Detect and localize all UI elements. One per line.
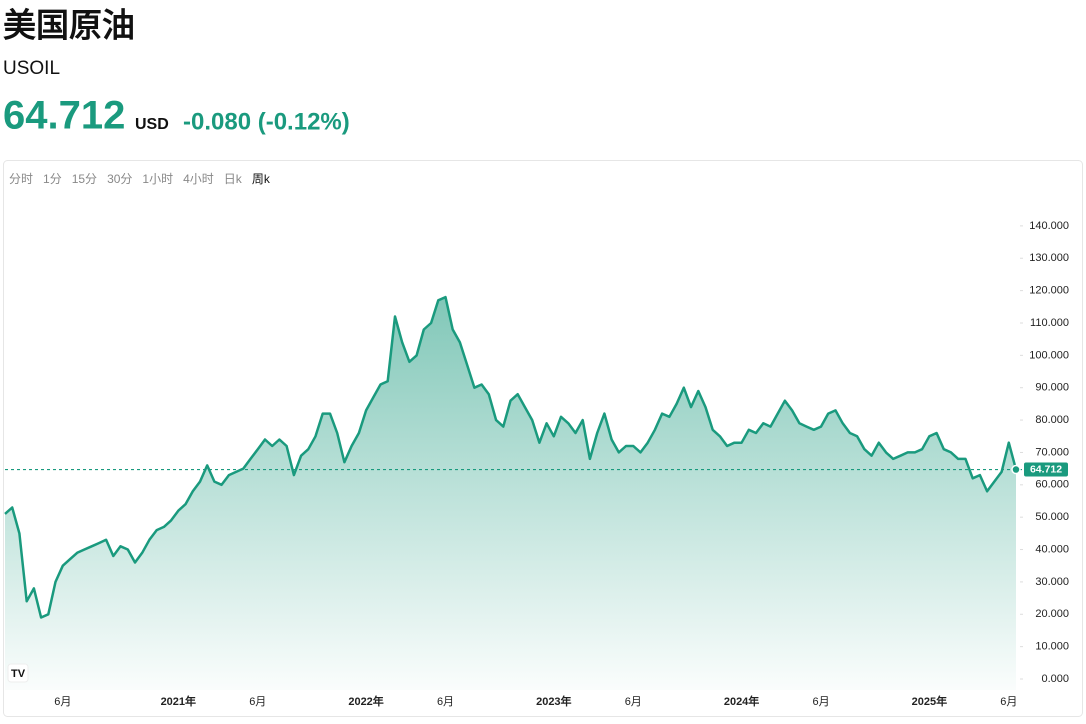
y-tick-label: 20.000 [1035, 608, 1069, 620]
y-tick-label: 50.000 [1035, 511, 1069, 523]
x-tick-label: 6月 [249, 696, 266, 708]
price: 64.712 [3, 94, 125, 138]
logo: TV [7, 663, 29, 683]
y-tick-label: 100.000 [1029, 349, 1069, 361]
y-tick-label: 40.000 [1035, 543, 1069, 555]
y-tick-label: 90.000 [1035, 382, 1069, 394]
last-price-label: 64.712 [1030, 463, 1062, 475]
y-tick-label: 120.000 [1029, 285, 1069, 297]
y-tick-label: 0.000 [1041, 673, 1069, 685]
x-tick-label: 2021年 [161, 694, 196, 708]
timeframe-tab[interactable]: 周k [252, 172, 271, 186]
price-line [4, 295, 1018, 619]
timeframe-tab[interactable]: 15分 [72, 172, 97, 186]
y-tick-label: 30.000 [1035, 576, 1069, 588]
x-tick-label: 2023年 [536, 694, 571, 708]
x-tick-label: 6月 [437, 696, 454, 708]
timeframe-tab[interactable]: 4小时 [183, 172, 214, 186]
timeframe-tab[interactable]: 日k [224, 172, 243, 186]
svg-text:TV: TV [11, 668, 26, 680]
change: -0.080 (-0.12%) [183, 108, 350, 135]
y-tick-label: 70.000 [1035, 446, 1069, 458]
x-tick-label: 6月 [54, 696, 71, 708]
y-tick-label: 10.000 [1035, 641, 1069, 653]
currency: USD [135, 116, 169, 133]
timeframe-tab[interactable]: 1小时 [142, 172, 173, 186]
last-price-tag [1024, 462, 1068, 477]
timeframe-tab[interactable]: 1分 [43, 172, 62, 186]
timeframe-tab[interactable]: 分时 [9, 172, 33, 186]
timeframe-tab[interactable]: 30分 [107, 172, 132, 186]
x-tick-label: 6月 [1000, 696, 1017, 708]
chart-panel [3, 160, 1083, 717]
y-tick-label: 140.000 [1029, 220, 1069, 232]
y-tick-label: 110.000 [1030, 317, 1069, 329]
y-tick-label: 130.000 [1029, 252, 1069, 264]
area-fill [5, 297, 1016, 690]
title: 美国原油 [3, 7, 135, 44]
x-tick-label: 6月 [812, 696, 829, 708]
x-tick-label: 6月 [625, 696, 642, 708]
symbol: USOIL [3, 58, 60, 79]
last-price-dot [1011, 464, 1021, 475]
y-tick-label: 80.000 [1035, 414, 1069, 426]
x-tick-label: 2024年 [724, 694, 759, 708]
x-tick-label: 2025年 [912, 694, 947, 708]
y-tick-label: 60.000 [1035, 479, 1069, 491]
x-tick-label: 2022年 [348, 694, 383, 708]
